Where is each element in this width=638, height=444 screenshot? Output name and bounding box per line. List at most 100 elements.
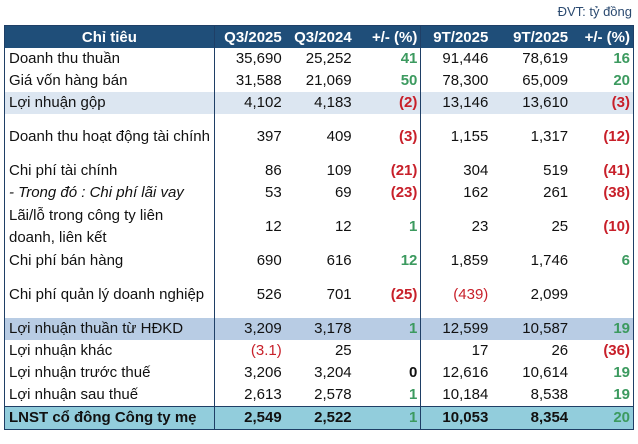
cell-9t-prior: 8,354 [491,406,572,430]
financial-results-table: Chỉ tiêu Q3/2025 Q3/2024 +/- (%) 9T/2025… [4,25,634,430]
cell-q3-change: 12 [354,250,422,272]
cell-q3-2025: 3,209 [214,318,285,340]
table-row: Lãi/lỗ trong công ty liên doanh, liên kế… [4,204,634,250]
header-q3-2024: Q3/2024 [284,25,355,48]
cell-q3-2024: 12 [334,218,352,235]
table-row: Lợi nhuận sau thuế 2,613 2,578 1 10,184 8,538… [4,384,634,407]
cell-9t-change: (41) [603,162,630,179]
cell-9t-prior: 1,317 [530,128,569,145]
header-9t-2025: 9T/2025 [420,25,492,48]
table-row: Chi phí quản lý doanh nghiệp 526 701 (25) (4… [4,272,634,318]
cell-9t-2025: 78,300 [442,72,489,89]
cell-9t-2025: 12,616 [442,364,489,381]
row-label: Lãi/lỗ trong công ty liên doanh, liên kế… [4,204,215,250]
cell-q3-2024: 3,204 [314,364,352,381]
cell-9t-2025: 91,446 [442,50,489,67]
unit-label: ĐVT: tỷ đồng [557,4,632,19]
cell-9t-prior: 519 [543,162,569,179]
cell-q3-change: 1 [354,384,422,407]
cell-9t-prior: 78,619 [522,50,569,67]
cell-9t-2025: 10,184 [442,386,489,403]
row-label: Chi phí quản lý doanh nghiệp [4,272,215,318]
row-label: Lợi nhuận thuần từ HĐKD [4,318,215,340]
row-label: Doanh thu hoạt động tài chính [4,114,215,160]
cell-q3-2024: 25 [334,342,352,359]
cell-q3-2025: 31,588 [235,72,282,89]
cell-9t-change: (36) [603,342,630,359]
table-row: Chi phí bán hàng 690 616 12 1,859 1,746 6 [4,250,634,272]
table-row: - Trong đó : Chi phí lãi vay 53 69 (23) 162 2… [4,182,634,204]
cell-9t-change: 20 [613,72,630,89]
cell-9t-change: (38) [603,184,630,201]
cell-q3-change: (21) [354,160,422,182]
cell-q3-2024: 701 [326,286,352,303]
header-q3-change: +/- (%) [354,25,422,48]
cell-9t-2025: 1,155 [450,128,489,145]
cell-q3-2024: 25,252 [305,50,352,67]
cell-q3-2024: 69 [334,184,352,201]
cell-9t-prior: 10,614 [522,364,569,381]
table-row: Doanh thu hoạt động tài chính 397 409 (3) 1,… [4,114,634,160]
cell-q3-change: 1 [354,318,422,340]
cell-9t-2025: 162 [463,184,489,201]
cell-q3-change: 0 [354,362,422,384]
cell-9t-2025: 12,599 [420,318,492,340]
cell-q3-2024: 2,578 [314,386,352,403]
cell-9t-prior: 2,099 [530,286,569,303]
row-label: Chi phí bán hàng [4,250,215,272]
cell-9t-change: 6 [621,252,630,269]
cell-q3-2024: 409 [326,128,352,145]
cell-9t-change: (10) [603,218,630,235]
table-row: Giá vốn hàng bán 31,588 21,069 50 78,300 65,0… [4,70,634,92]
cell-q3-2025: 2,613 [244,386,282,403]
row-label: Lợi nhuận trước thuế [4,362,215,384]
cell-9t-2025: 17 [471,342,489,359]
cell-q3-change: (3) [354,114,422,160]
cell-9t-change: (12) [603,128,630,145]
cell-9t-2025: 13,146 [420,92,492,114]
cell-9t-prior: 8,538 [530,386,569,403]
cell-9t-prior: 261 [543,184,569,201]
header-9t-prior: 9T/2025 [491,25,572,48]
cell-9t-prior: 25 [551,218,569,235]
cell-9t-prior: 10,587 [491,318,572,340]
cell-q3-change: 41 [354,48,422,70]
row-label: Giá vốn hàng bán [4,70,215,92]
cell-q3-2025: 4,102 [214,92,285,114]
table-row: Chi phí tài chính 86 109 (21) 304 519 (41) [4,160,634,182]
cell-9t-prior: 1,746 [530,252,569,269]
table-header-row: Chỉ tiêu Q3/2025 Q3/2024 +/- (%) 9T/2025… [4,25,634,48]
table-row: LNST cổ đông Công ty mẹ 2,549 2,522 1 10,053… [4,406,634,430]
cell-q3-2025: 2,549 [214,406,285,430]
cell-q3-2024: 2,522 [284,406,355,430]
row-label: Chi phí tài chính [4,160,215,182]
table-row: Lợi nhuận trước thuế 3,206 3,204 0 12,616 10,… [4,362,634,384]
cell-q3-2025: 526 [256,286,282,303]
cell-q3-change: (2) [354,92,422,114]
cell-q3-2024: 109 [326,162,352,179]
cell-q3-2025: (3.1) [250,342,282,359]
cell-9t-change: 19 [613,364,630,381]
cell-q3-2024: 3,178 [284,318,355,340]
cell-q3-change: 50 [354,70,422,92]
header-q3-2025: Q3/2025 [214,25,285,48]
cell-9t-prior: 26 [551,342,569,359]
cell-9t-prior: 13,610 [491,92,572,114]
cell-q3-2025: 690 [256,252,282,269]
cell-9t-change: 19 [613,386,630,403]
cell-q3-2025: 53 [265,184,282,201]
cell-q3-2025: 397 [256,128,282,145]
cell-q3-2025: 3,206 [244,364,282,381]
header-indicator: Chỉ tiêu [4,25,215,48]
cell-9t-change [571,272,633,318]
cell-9t-prior: 65,009 [522,72,569,89]
cell-9t-change: 19 [571,318,634,340]
row-label: Lợi nhuận sau thuế [4,384,215,407]
row-label: LNST cổ đông Công ty mẹ [4,406,215,430]
table-row: Doanh thu thuần 35,690 25,252 41 91,446 78,61… [4,48,634,70]
cell-q3-change: 1 [354,204,422,250]
row-label: Lợi nhuận khác [4,340,215,362]
row-label: Doanh thu thuần [4,48,215,70]
header-9t-change: +/- (%) [571,25,634,48]
cell-q3-2024: 4,183 [284,92,355,114]
